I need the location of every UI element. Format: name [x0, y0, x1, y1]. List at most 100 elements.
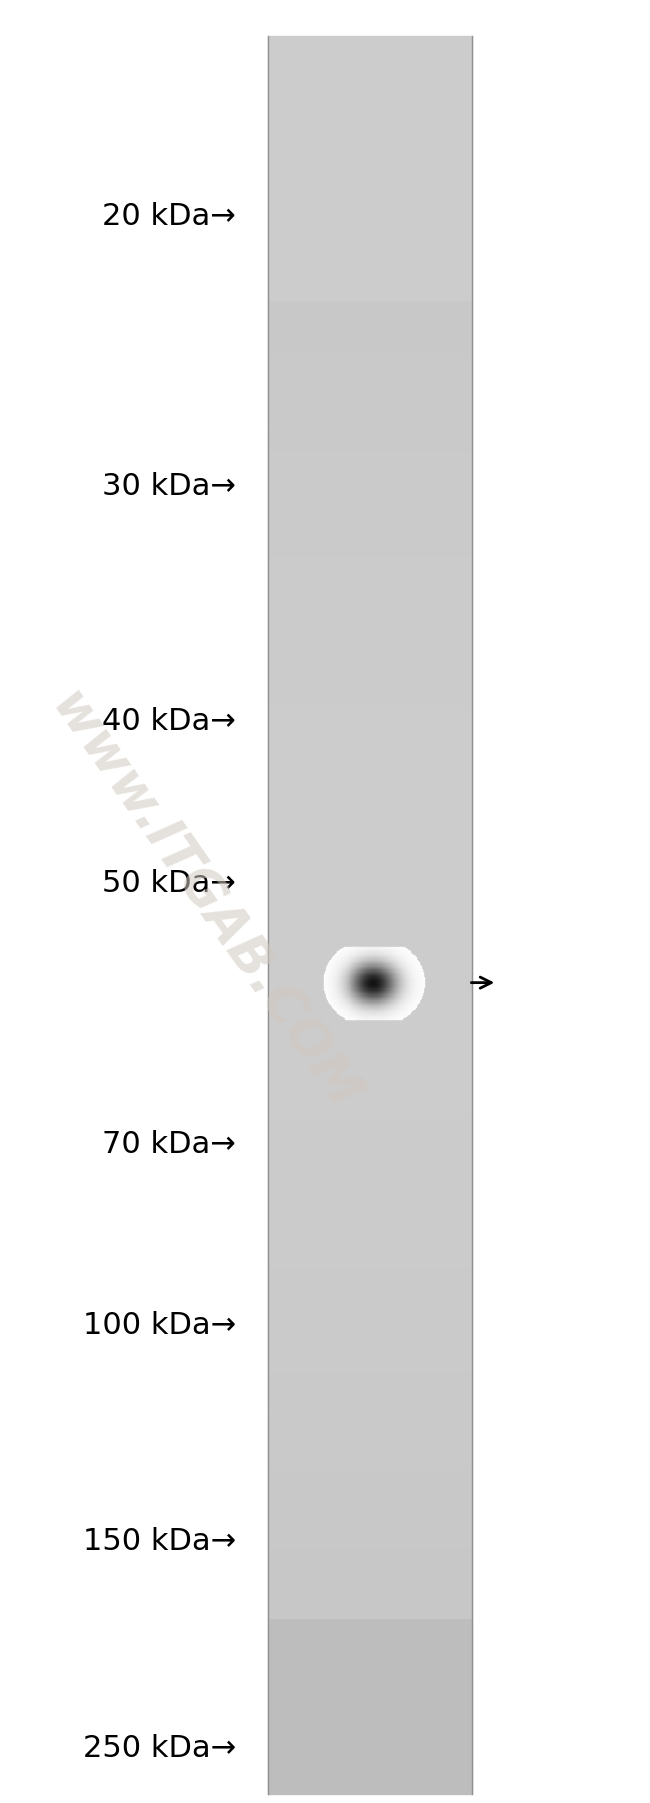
Bar — [268, 1504, 472, 1513]
Bar — [268, 1057, 472, 1064]
Bar — [268, 397, 472, 406]
Bar — [268, 1767, 472, 1776]
Bar — [268, 1547, 472, 1556]
Bar — [268, 54, 472, 63]
Bar — [268, 1688, 472, 1697]
Bar — [268, 617, 472, 626]
Bar — [268, 88, 472, 97]
Bar — [268, 1610, 472, 1619]
Bar — [268, 590, 472, 599]
Bar — [268, 1424, 472, 1433]
Bar — [268, 555, 472, 564]
Bar — [268, 1592, 472, 1601]
Bar — [268, 721, 472, 730]
Bar — [268, 1118, 472, 1125]
Bar — [268, 705, 472, 712]
Bar — [268, 1002, 472, 1011]
Bar — [268, 828, 472, 837]
Bar — [268, 950, 472, 959]
Bar — [268, 168, 472, 177]
Bar — [268, 1179, 472, 1188]
Bar — [268, 501, 472, 510]
Bar — [268, 1390, 472, 1399]
Bar — [268, 1020, 472, 1030]
Bar — [268, 290, 472, 299]
Bar — [268, 431, 472, 440]
Bar — [268, 537, 472, 546]
Bar — [268, 898, 472, 907]
Bar — [268, 440, 472, 449]
Bar — [268, 45, 472, 54]
Bar — [268, 862, 472, 871]
Bar — [268, 1240, 472, 1249]
Bar — [268, 1213, 472, 1222]
Bar — [268, 1231, 472, 1240]
Bar — [268, 213, 472, 220]
Bar — [268, 801, 472, 810]
Bar — [268, 1091, 472, 1100]
Bar — [268, 846, 472, 853]
Bar — [268, 1170, 472, 1179]
Bar — [268, 1338, 472, 1345]
Bar — [268, 1742, 472, 1751]
Bar — [268, 1495, 472, 1504]
Bar — [268, 1399, 472, 1406]
Bar — [268, 1715, 472, 1724]
Bar — [268, 1635, 472, 1644]
Bar — [268, 308, 472, 317]
Bar — [268, 1785, 472, 1794]
Bar — [268, 1275, 472, 1284]
Text: 30 kDa→: 30 kDa→ — [102, 472, 236, 501]
Bar — [268, 696, 472, 705]
Bar — [268, 106, 472, 115]
Bar — [268, 1706, 472, 1715]
Bar — [268, 757, 472, 766]
Bar — [268, 941, 472, 950]
Bar — [268, 1100, 472, 1109]
Bar — [268, 142, 472, 150]
Bar — [268, 424, 472, 431]
Bar — [268, 712, 472, 721]
Bar — [268, 1760, 472, 1767]
Bar — [268, 1531, 472, 1540]
Bar — [268, 775, 472, 783]
Bar — [268, 1134, 472, 1143]
Text: 50 kDa→: 50 kDa→ — [103, 869, 236, 898]
Bar — [268, 766, 472, 775]
Bar — [268, 564, 472, 572]
Bar — [268, 837, 472, 844]
Bar — [268, 748, 472, 757]
Bar — [268, 1188, 472, 1197]
Bar — [268, 1030, 472, 1039]
Text: 20 kDa→: 20 kDa→ — [103, 202, 236, 231]
Bar — [268, 344, 472, 353]
Bar — [268, 1048, 472, 1057]
Bar — [268, 1011, 472, 1020]
Bar — [268, 124, 472, 133]
Bar — [268, 871, 472, 880]
Bar — [268, 1073, 472, 1082]
Bar — [268, 651, 472, 660]
Bar — [268, 669, 472, 678]
Bar — [268, 889, 472, 898]
Text: www.ITGAB.COM: www.ITGAB.COM — [40, 682, 369, 1121]
Bar — [268, 458, 472, 467]
Bar — [268, 150, 472, 159]
Bar — [268, 177, 472, 186]
Bar — [268, 984, 472, 993]
Bar — [268, 519, 472, 528]
Bar — [268, 353, 472, 361]
Bar — [268, 1354, 472, 1363]
Bar — [268, 370, 472, 379]
Bar — [268, 678, 472, 687]
Bar — [268, 1653, 472, 1662]
Bar — [268, 1415, 472, 1424]
Bar — [268, 1442, 472, 1451]
Bar — [268, 1522, 472, 1531]
Bar — [268, 1329, 472, 1338]
Bar — [268, 1565, 472, 1574]
Bar — [268, 159, 472, 168]
Text: 250 kDa→: 250 kDa→ — [83, 1734, 236, 1763]
Bar — [268, 467, 472, 476]
Bar — [268, 1513, 472, 1522]
